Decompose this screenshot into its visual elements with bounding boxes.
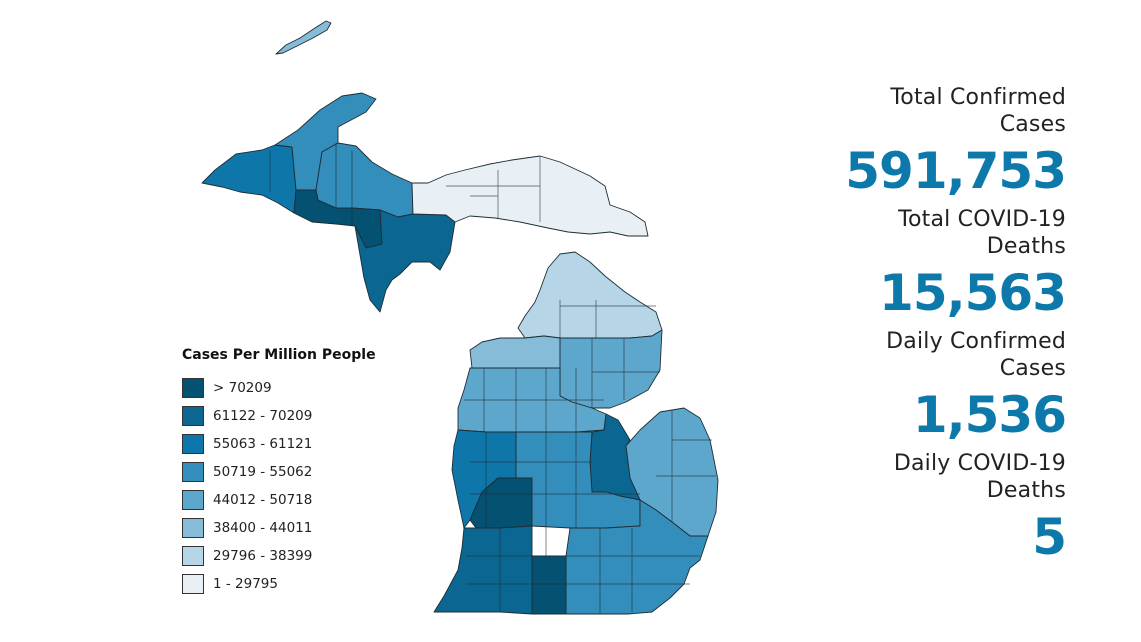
- stat-label-line: Daily COVID-19: [893, 451, 1066, 476]
- stat-total-covid-deaths: Total COVID-19 Deaths 15,563: [766, 206, 1067, 326]
- legend-item: > 70209: [182, 374, 422, 402]
- stat-label-line: Deaths: [986, 234, 1066, 259]
- stat-value: 5: [1032, 508, 1067, 566]
- stat-label-line: Total Confirmed: [890, 85, 1066, 110]
- region-northern-lower-peninsula: [517, 251, 663, 339]
- legend-swatch: [182, 490, 204, 510]
- stat-value: 1,536: [912, 386, 1067, 444]
- legend-swatch: [182, 546, 204, 566]
- region-kalamazoo-area: [531, 555, 567, 615]
- region-western-upper-peninsula: [201, 144, 297, 214]
- legend-label: > 70209: [213, 380, 272, 396]
- legend-label: 1 - 29795: [213, 576, 278, 592]
- legend-label: 44012 - 50718: [213, 492, 313, 508]
- stat-label-line: Cases: [999, 356, 1066, 381]
- region-northwest-lower: [469, 335, 561, 369]
- region-southwest: [433, 525, 533, 615]
- legend-item: 38400 - 44011: [182, 514, 422, 542]
- stats-panel: Total Confirmed Cases 591,753 Total COVI…: [766, 84, 1067, 572]
- legend-label: 61122 - 70209: [213, 408, 313, 424]
- stat-label-line: Total COVID-19: [898, 207, 1066, 232]
- stat-daily-covid-deaths: Daily COVID-19 Deaths 5: [766, 450, 1067, 570]
- county-boundaries: [269, 143, 716, 614]
- legend-swatch: [182, 518, 204, 538]
- stat-value: 591,753: [845, 142, 1067, 200]
- legend-item: 29796 - 38399: [182, 542, 422, 570]
- stat-label-line: Deaths: [986, 478, 1066, 503]
- region-isle-royale: [275, 20, 332, 55]
- legend-item: 50719 - 55062: [182, 458, 422, 486]
- stat-label: Daily Confirmed Cases: [766, 328, 1066, 382]
- legend-swatch: [182, 462, 204, 482]
- map-legend: Cases Per Million People > 70209 61122 - …: [182, 347, 422, 598]
- legend-label: 29796 - 38399: [213, 548, 313, 564]
- stat-total-confirmed-cases: Total Confirmed Cases 591,753: [766, 84, 1067, 204]
- legend-swatch: [182, 406, 204, 426]
- legend-item: 44012 - 50718: [182, 486, 422, 514]
- stat-label: Daily COVID-19 Deaths: [766, 450, 1066, 504]
- stat-label: Total COVID-19 Deaths: [766, 206, 1066, 260]
- stat-label-line: Daily Confirmed: [886, 329, 1066, 354]
- stat-label-line: Cases: [999, 112, 1066, 137]
- legend-label: 50719 - 55062: [213, 464, 313, 480]
- region-northeast-lower: [559, 329, 663, 409]
- legend-label: 55063 - 61121: [213, 436, 313, 452]
- legend-item: 1 - 29795: [182, 570, 422, 598]
- legend-swatch: [182, 434, 204, 454]
- region-eastern-upper-peninsula: [411, 155, 649, 237]
- legend-label: 38400 - 44011: [213, 520, 313, 536]
- region-south-central: [515, 431, 641, 529]
- stat-daily-confirmed-cases: Daily Confirmed Cases 1,536: [766, 328, 1067, 448]
- stat-value: 15,563: [879, 264, 1067, 322]
- region-menominee-area: [354, 209, 456, 313]
- michigan-choropleth-map: [201, 20, 719, 615]
- legend-item: 55063 - 61121: [182, 430, 422, 458]
- legend-title: Cases Per Million People: [182, 347, 376, 363]
- legend-item: 61122 - 70209: [182, 402, 422, 430]
- stat-label: Total Confirmed Cases: [766, 84, 1066, 138]
- legend-swatch: [182, 574, 204, 594]
- legend-swatch: [182, 378, 204, 398]
